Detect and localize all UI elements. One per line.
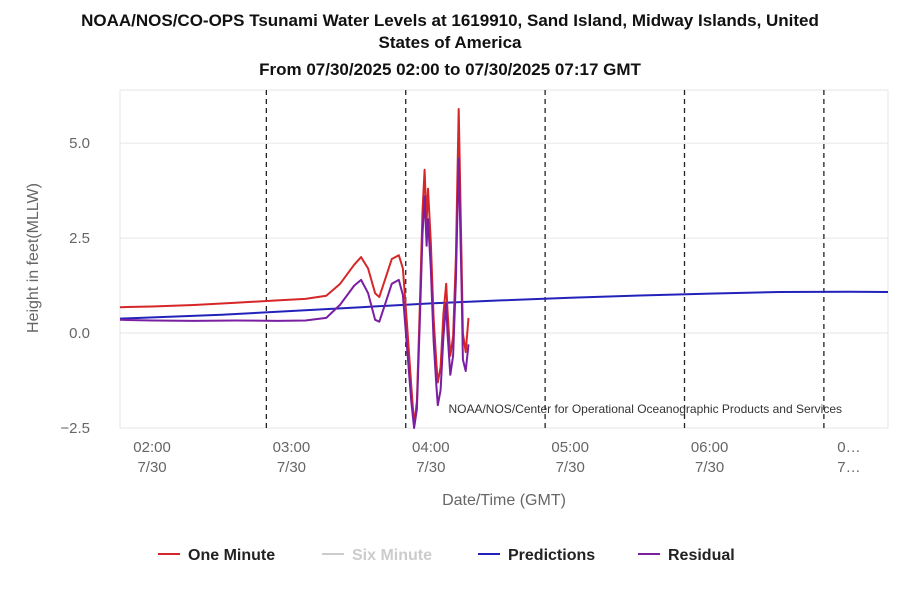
x-tick-time-label: 04:00 [412,439,450,456]
x-tick-date-label: 7/30 [556,459,585,476]
chart-title-line-1: NOAA/NOS/CO-OPS Tsunami Water Levels at … [81,11,819,30]
legend-item-label[interactable]: Predictions [508,547,595,564]
y-axis-label: Height in feet(MLLW) [25,183,42,333]
y-tick-label: 2.5 [69,230,90,247]
x-tick-date-label: 7/30 [137,459,166,476]
legend-item-label[interactable]: One Minute [188,547,275,564]
x-tick-time-label: 0… [837,439,860,456]
x-tick-time-label: 02:00 [133,439,171,456]
y-tick-label: −2.5 [60,420,90,437]
credit-text: NOAA/NOS/Center for Operational Oceanogr… [448,402,842,416]
series-lines [119,108,889,429]
legend: One Minute Six Minute Predictions Residual [158,547,735,564]
x-tick-date-label: 7… [837,459,860,476]
y-tick-labels: 5.0 2.5 0.0 −2.5 [60,135,90,437]
x-tick-date-label: 7/30 [416,459,445,476]
y-tick-label: 0.0 [69,325,90,342]
legend-item-label[interactable]: Six Minute [352,547,432,564]
x-tick-labels: 02:00 7/30 03:00 7/30 04:00 7/30 05:00 7/30 06:0… [133,439,860,476]
series-line-residual [119,157,470,429]
hour-dashed-lines [265,90,825,428]
x-axis-label: Date/Time (GMT) [442,492,566,509]
chart-title-line-2: States of America [378,33,522,52]
y-tick-label: 5.0 [69,135,90,152]
chart-subtitle: From 07/30/2025 02:00 to 07/30/2025 07:1… [259,60,641,79]
x-tick-time-label: 05:00 [551,439,589,456]
x-tick-date-label: 7/30 [277,459,306,476]
plot-area [119,89,889,429]
x-tick-date-label: 7/30 [695,459,724,476]
legend-item-label[interactable]: Residual [668,547,735,564]
x-tick-time-label: 03:00 [273,439,311,456]
series-line-predictions [119,290,889,320]
x-tick-time-label: 06:00 [691,439,729,456]
grid-lines [120,142,888,429]
